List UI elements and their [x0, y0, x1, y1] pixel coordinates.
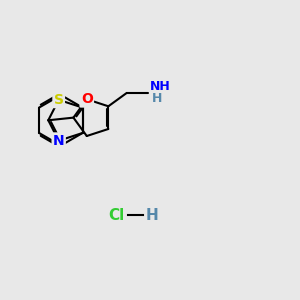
Text: O: O	[81, 92, 93, 106]
Text: H: H	[146, 208, 158, 223]
Text: N: N	[53, 134, 64, 148]
Text: Cl: Cl	[109, 208, 125, 223]
Text: NH: NH	[150, 80, 170, 94]
Text: S: S	[54, 93, 64, 107]
Text: H: H	[152, 92, 163, 105]
